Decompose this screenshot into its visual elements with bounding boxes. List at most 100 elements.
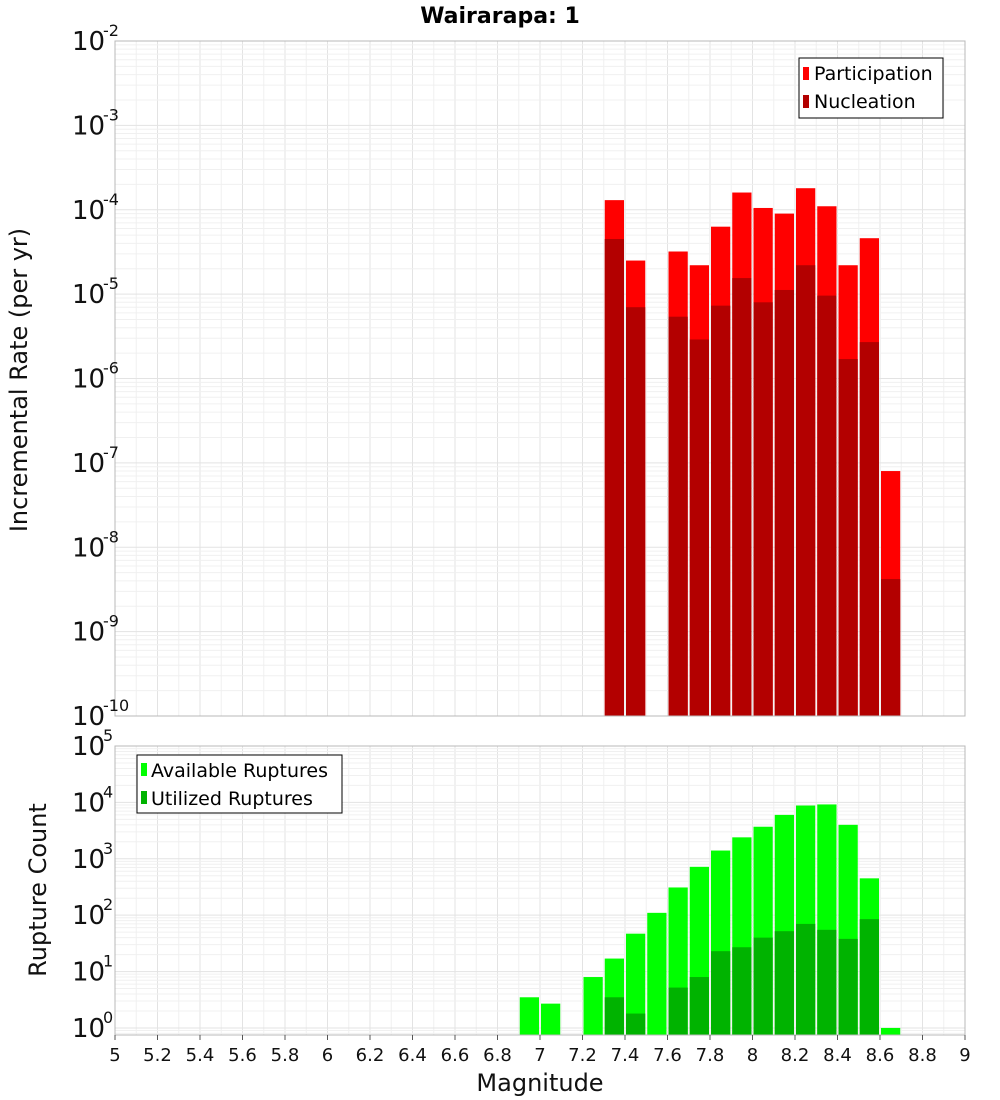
bar-available-ruptures [541, 1003, 561, 1035]
bar-utilized-ruptures [668, 987, 688, 1035]
bar-nucleation [689, 339, 709, 716]
bar-utilized-ruptures [774, 931, 794, 1035]
top-legend-box [798, 57, 944, 119]
y-tick-exponent: -3 [103, 105, 119, 124]
bar-nucleation [626, 307, 646, 716]
x-tick-label: 7 [534, 1045, 545, 1066]
bar-utilized-ruptures [689, 977, 709, 1035]
top-legend: Participation Nucleation [798, 57, 944, 119]
bottom-bars [519, 804, 901, 1035]
y-tick-exponent: 4 [103, 782, 113, 801]
x-tick-label: 5.2 [143, 1045, 172, 1066]
x-tick-label: 8.2 [781, 1045, 810, 1066]
x-tick-label: 7.6 [653, 1045, 682, 1066]
x-tick-label: 8.6 [866, 1045, 895, 1066]
y-tick-exponent: -2 [103, 21, 119, 40]
y-tick-base: 10 [72, 702, 105, 732]
x-tick-label: 5.8 [271, 1045, 300, 1066]
bottom-legend-box [136, 754, 343, 814]
y-tick-exponent: 5 [103, 726, 113, 745]
y-tick-base: 10 [72, 449, 105, 479]
bar-utilized-ruptures [732, 947, 752, 1035]
bar-nucleation [668, 316, 688, 716]
bar-available-ruptures [647, 912, 667, 1035]
legend-swatch-utilized [141, 791, 147, 804]
bar-utilized-ruptures [859, 919, 879, 1035]
chart-title: Wairarapa: 1 [420, 4, 580, 29]
bar-nucleation [859, 342, 879, 716]
y-tick-label: 101 [72, 952, 113, 988]
bar-nucleation [732, 278, 752, 716]
y-tick-base: 10 [72, 901, 105, 931]
x-tick-label: 5 [109, 1045, 120, 1066]
y-tick-exponent: 0 [103, 1008, 113, 1027]
x-tick-label: 9 [959, 1045, 970, 1066]
y-tick-exponent: 2 [103, 895, 113, 914]
bar-nucleation [817, 295, 837, 716]
y-tick-exponent: 3 [103, 839, 113, 858]
bar-utilized-ruptures [817, 929, 837, 1035]
x-tick-label: 8 [747, 1045, 758, 1066]
legend-label-available: Available Ruptures [151, 760, 328, 782]
legend-label-nucleation: Nucleation [814, 91, 916, 113]
bottom-legend: Available Ruptures Utilized Ruptures [136, 754, 343, 814]
x-tick-label: 6.6 [441, 1045, 470, 1066]
y-tick-base: 10 [72, 196, 105, 226]
x-tick-label: 6.4 [398, 1045, 427, 1066]
y-tick-base: 10 [72, 1014, 105, 1044]
y-tick-label: 10-6 [72, 359, 119, 395]
bar-available-ruptures [583, 977, 603, 1035]
bar-nucleation [838, 359, 858, 716]
x-tick-label: 7.2 [568, 1045, 597, 1066]
y-tick-label: 100 [72, 1008, 113, 1044]
bar-available-ruptures [519, 997, 539, 1035]
x-axis-label: Magnitude [476, 1069, 603, 1097]
y-tick-exponent: -4 [103, 190, 119, 209]
y-tick-base: 10 [72, 280, 105, 310]
bar-utilized-ruptures [626, 1013, 646, 1035]
x-ticks: 5 5.2 5.4 5.6 5.8 6 6.2 6.4 6.6 6.8 7 7.2 7.4 7.6 7.8 8… [109, 1035, 971, 1066]
y-tick-base: 10 [72, 618, 105, 648]
y-tick-label: 105 [72, 726, 113, 762]
y-tick-base: 10 [72, 27, 105, 57]
x-tick-label: 8.8 [908, 1045, 937, 1066]
x-tick-label: 6.2 [356, 1045, 385, 1066]
bar-utilized-ruptures [711, 951, 731, 1035]
y-tick-base: 10 [72, 732, 105, 762]
top-y-axis-label: Incremental Rate (per yr) [5, 228, 33, 532]
y-tick-exponent: -5 [103, 274, 119, 293]
bar-nucleation [711, 305, 731, 716]
bar-utilized-ruptures [838, 938, 858, 1035]
legend-swatch-nucleation [803, 95, 809, 108]
bar-utilized-ruptures [753, 937, 773, 1035]
y-tick-label: 10-8 [72, 527, 119, 563]
y-tick-exponent: -8 [103, 527, 119, 546]
x-tick-label: 7.4 [611, 1045, 640, 1066]
y-tick-label: 10-9 [72, 612, 119, 648]
y-tick-label: 10-4 [72, 190, 119, 226]
y-tick-exponent: -6 [103, 359, 119, 378]
y-tick-label: 104 [72, 782, 113, 818]
y-tick-base: 10 [72, 845, 105, 875]
legend-label-participation: Participation [814, 63, 933, 85]
bar-nucleation [774, 289, 794, 716]
y-tick-exponent: -10 [103, 696, 129, 715]
y-tick-base: 10 [72, 111, 105, 141]
x-tick-label: 8.4 [823, 1045, 852, 1066]
y-tick-label: 10-7 [72, 443, 119, 479]
y-tick-label: 103 [72, 839, 113, 875]
bar-nucleation [881, 579, 901, 716]
bar-utilized-ruptures [604, 997, 624, 1035]
y-tick-base: 10 [72, 958, 105, 988]
y-tick-base: 10 [72, 533, 105, 563]
legend-swatch-participation [803, 67, 809, 80]
bar-nucleation [796, 265, 816, 716]
y-tick-label: 10-2 [72, 21, 119, 57]
bottom-y-axis-label: Rupture Count [24, 803, 52, 977]
y-tick-label: 10-5 [72, 274, 119, 310]
